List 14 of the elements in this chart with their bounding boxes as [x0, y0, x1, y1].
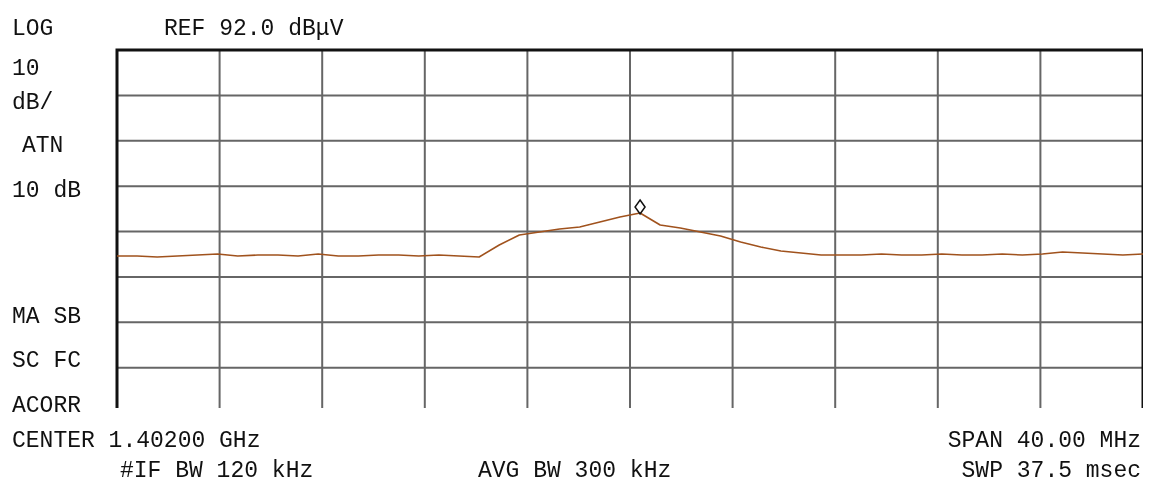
text: dB/: [12, 90, 54, 116]
text: LOG: [12, 16, 54, 42]
text: SPAN 40.00 MHz: [947, 428, 1141, 454]
text: ATN: [22, 133, 64, 159]
text: SWP 37.5 msec: [961, 458, 1141, 484]
text: 10 dB: [12, 178, 82, 204]
text: MA SB: [12, 304, 82, 330]
text: 10: [12, 56, 40, 82]
text: AVG BW 300 kHz: [478, 458, 672, 484]
text: CENTER 1.40200 GHz: [12, 428, 261, 454]
text: ACORR: [12, 393, 82, 419]
text: #IF BW 120 kHz: [120, 458, 314, 484]
text: SC FC: [12, 348, 82, 374]
chart-title: REF 92.0 dBμV: [164, 16, 344, 42]
